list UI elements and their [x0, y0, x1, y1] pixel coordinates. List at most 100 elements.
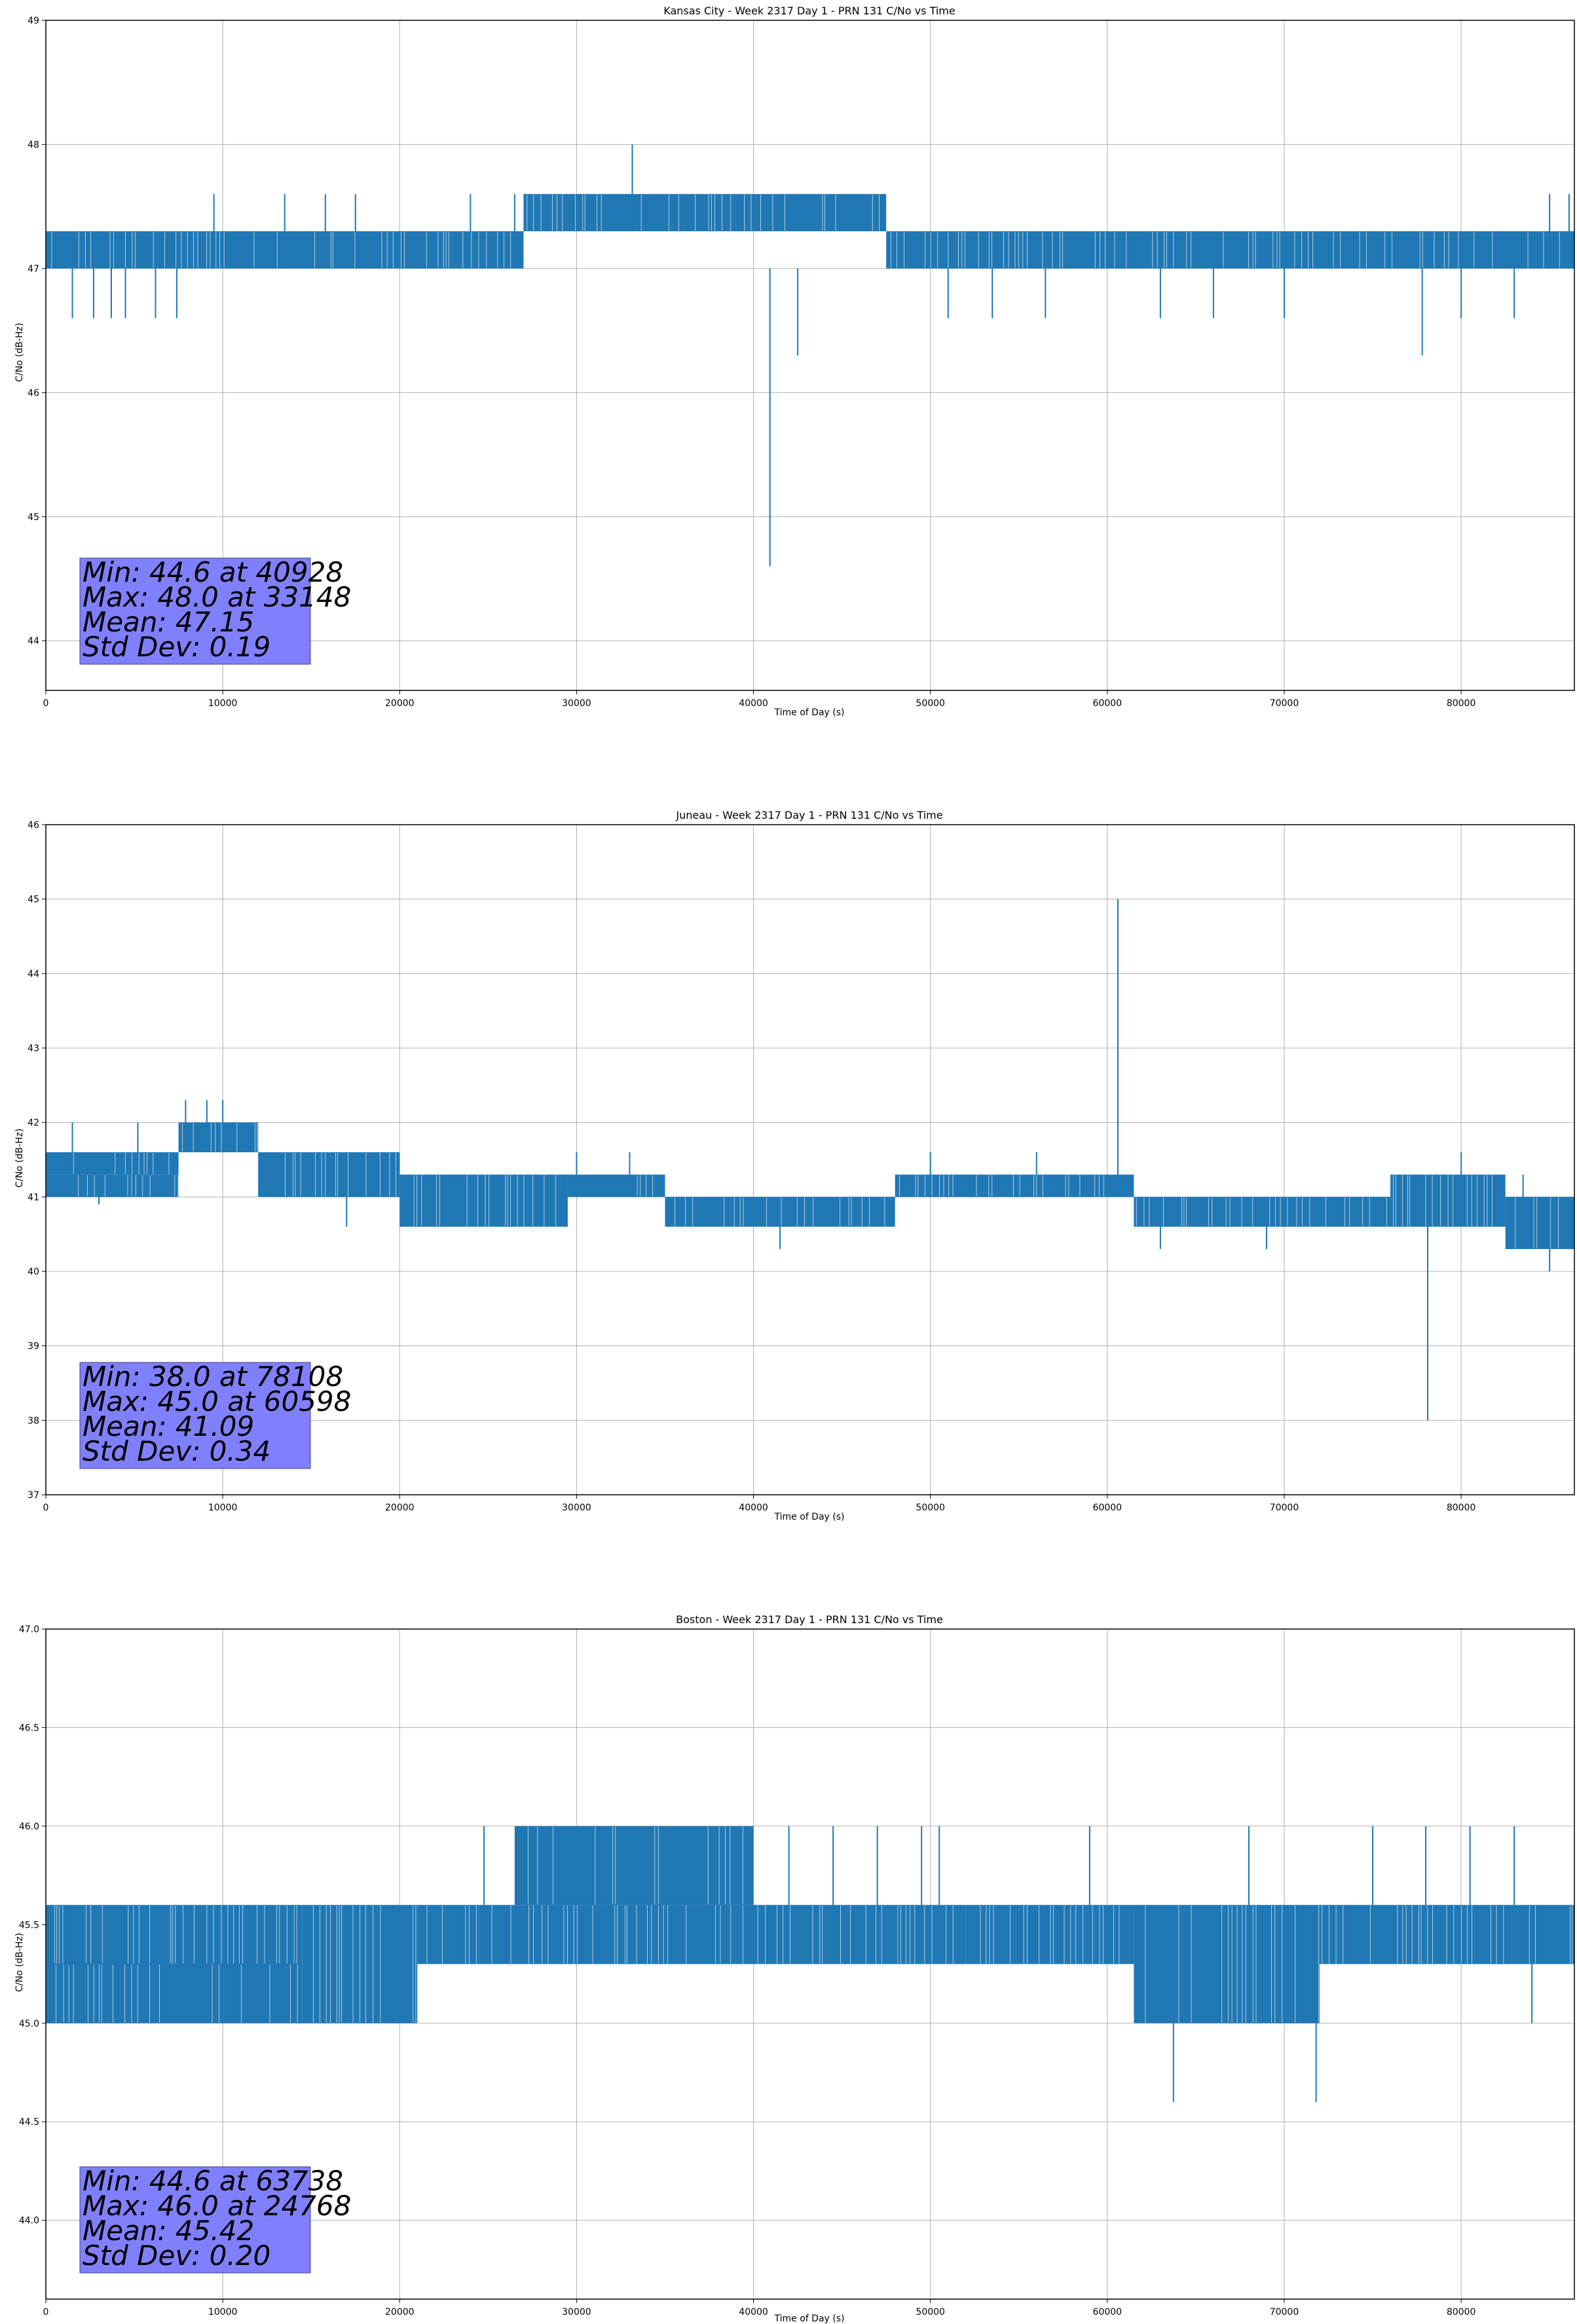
tick-labels: 0 10000 20000 30000 40000 50000 60000 70000 8000… [28, 16, 1475, 709]
panel-boston: Boston - Week 2317 Day 1 - PRN 131 C/No … [14, 1613, 1575, 2324]
y-tick-label: 41 [28, 1192, 39, 1203]
x-tick-label: 50000 [916, 1503, 945, 1513]
signal-band [46, 1964, 303, 2023]
y-tick-label: 37 [28, 1490, 39, 1501]
y-tick-label: 46.5 [19, 1723, 39, 1733]
y-tick-label: 38 [28, 1415, 39, 1426]
signal-band [46, 1174, 179, 1197]
stat-std: Std Dev: 0.34 [83, 1435, 270, 1467]
stats-box: Min: 44.6 at 63738 Max: 46.0 at 24768 Me… [79, 2165, 351, 2274]
panel-juneau: Juneau - Week 2317 Day 1 - PRN 131 C/No … [14, 809, 1575, 1522]
x-tick-label: 80000 [1447, 698, 1476, 709]
x-tick-label: 40000 [739, 698, 768, 709]
stat-std: Std Dev: 0.20 [83, 2240, 270, 2272]
signal-band [1320, 1905, 1574, 1964]
stat-min: Min: 44.6 at 63738 [83, 2165, 343, 2197]
data-series [46, 1826, 1574, 2103]
signal-band [399, 1174, 568, 1227]
tick-labels: 0 10000 20000 30000 40000 50000 60000 70000 8000… [19, 1624, 1476, 2317]
stat-mean: Mean: 45.42 [83, 2215, 254, 2247]
x-tick-label: 0 [43, 1503, 49, 1513]
x-tick-label: 70000 [1270, 1503, 1299, 1513]
x-tick-label: 10000 [208, 1503, 238, 1513]
signal-band [46, 231, 453, 269]
y-axis-label: C/No (dB-Hz) [14, 1129, 25, 1188]
x-tick-label: 30000 [562, 2307, 591, 2317]
x-tick-label: 20000 [385, 1503, 415, 1513]
x-axis-label: Time of Day (s) [774, 1512, 845, 1522]
plot-frame [45, 824, 1575, 1495]
stat-max: Max: 45.0 at 60598 [83, 1385, 351, 1417]
stat-mean: Mean: 41.09 [83, 1410, 254, 1442]
x-tick-label: 50000 [916, 698, 945, 709]
stat-mean: Mean: 47.15 [83, 606, 254, 638]
data-series [46, 899, 1574, 1421]
stat-max: Max: 46.0 at 24768 [83, 2190, 351, 2222]
signal-band [453, 231, 524, 269]
y-tick-label: 44 [28, 969, 39, 979]
y-tick-label: 46.0 [19, 1822, 39, 1832]
stat-min: Min: 44.6 at 40928 [83, 556, 343, 588]
signal-band [665, 1197, 895, 1227]
x-tick-label: 80000 [1447, 1503, 1476, 1513]
signal-band [523, 194, 887, 232]
y-tick-label: 49 [28, 16, 39, 26]
panel-kansas-city: Kansas City - Week 2317 Day 1 - PRN 131 … [14, 5, 1575, 718]
signal-band [895, 1174, 1134, 1197]
signal-band [965, 1905, 1134, 1964]
x-tick-label: 30000 [562, 1503, 591, 1513]
plot-frame [45, 20, 1575, 691]
x-tick-label: 10000 [208, 698, 238, 709]
signal-band [417, 1905, 479, 1964]
signal-band [1134, 1905, 1320, 2023]
y-tick-label: 45 [28, 512, 39, 523]
y-axis-label: C/No (dB-Hz) [14, 1933, 25, 1992]
signal-band [46, 1152, 179, 1175]
x-tick-label: 20000 [385, 698, 415, 709]
chart-title: Juneau - Week 2317 Day 1 - PRN 131 C/No … [675, 809, 942, 821]
y-tick-label: 44.0 [19, 2216, 39, 2226]
x-tick-label: 80000 [1447, 2307, 1476, 2317]
stats-box-background [79, 2166, 311, 2274]
signal-band [479, 1905, 966, 1964]
x-tick-label: 70000 [1270, 698, 1299, 709]
stat-std: Std Dev: 0.19 [83, 631, 270, 663]
y-tick-label: 45.5 [19, 1920, 39, 1930]
y-tick-label: 40 [28, 1267, 39, 1277]
y-tick-label: 44 [28, 636, 39, 647]
x-tick-label: 60000 [1093, 698, 1122, 709]
y-tick-label: 43 [28, 1043, 39, 1054]
signal-band [567, 1174, 665, 1197]
signal-band [46, 1905, 303, 1964]
plot-frame [45, 1628, 1575, 2300]
x-tick-label: 0 [43, 2307, 49, 2317]
signal-band [1134, 1197, 1391, 1227]
signal-band [178, 1122, 259, 1153]
x-tick-label: 10000 [208, 2307, 238, 2317]
stats-box-background [79, 557, 311, 665]
x-axis-label: Time of Day (s) [774, 2314, 845, 2324]
stats-box: Min: 38.0 at 78108 Max: 45.0 at 60598 Me… [79, 1360, 351, 1469]
signal-band [886, 231, 1574, 269]
stat-min: Min: 38.0 at 78108 [83, 1360, 343, 1393]
chart-title: Boston - Week 2317 Day 1 - PRN 131 C/No … [676, 1613, 943, 1626]
y-tick-label: 45.0 [19, 2019, 39, 2029]
signal-band [514, 1826, 754, 1905]
y-axis-label: C/No (dB-Hz) [14, 323, 25, 382]
x-tick-label: 30000 [562, 698, 591, 709]
stat-max: Max: 48.0 at 33148 [83, 581, 351, 613]
data-series [46, 144, 1574, 567]
y-tick-label: 48 [28, 140, 39, 150]
chart-title: Kansas City - Week 2317 Day 1 - PRN 131 … [663, 5, 955, 17]
y-tick-label: 44.5 [19, 2117, 39, 2127]
x-tick-label: 50000 [916, 2307, 945, 2317]
y-tick-label: 46 [28, 388, 39, 398]
tick-labels: 0 10000 20000 30000 40000 50000 60000 70000 8000… [28, 820, 1475, 1513]
x-tick-label: 40000 [739, 2307, 768, 2317]
x-tick-label: 20000 [385, 2307, 415, 2317]
y-tick-label: 47.0 [19, 1624, 39, 1635]
signal-band [258, 1152, 400, 1197]
signal-band [1505, 1197, 1574, 1249]
x-tick-label: 70000 [1270, 2307, 1299, 2317]
